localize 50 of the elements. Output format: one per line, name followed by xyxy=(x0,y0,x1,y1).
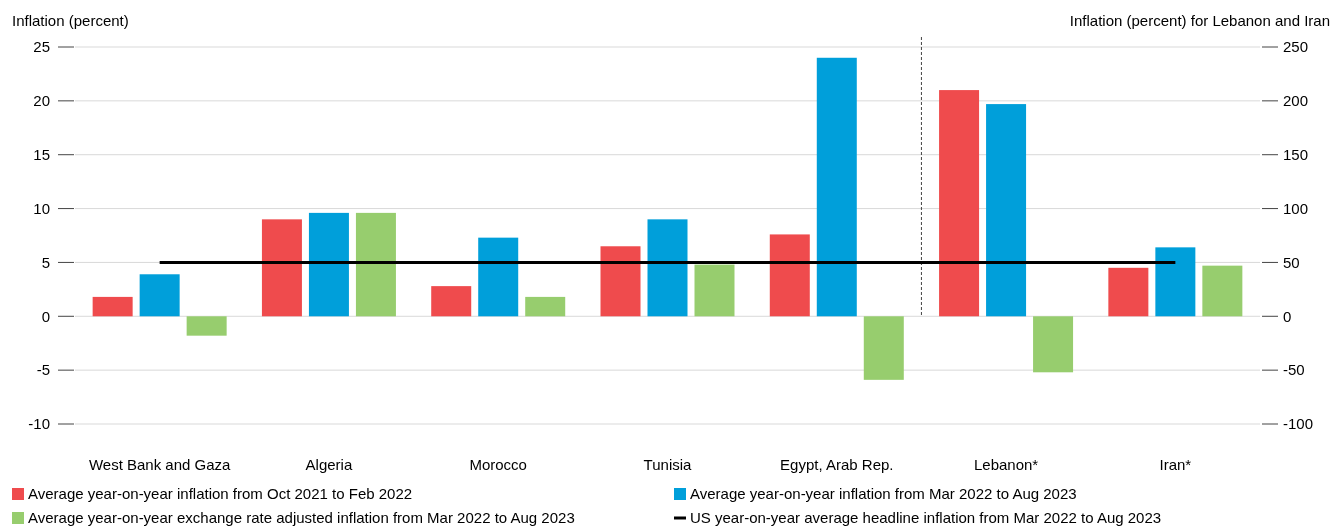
y-tick-label: -10 xyxy=(28,415,50,433)
y2-tick-label: 200 xyxy=(1283,92,1309,110)
bar xyxy=(939,90,980,317)
bar xyxy=(1155,247,1196,317)
y2-tick-label: 0 xyxy=(1283,307,1292,325)
y2-tick-label: 50 xyxy=(1283,253,1300,271)
y-tick-label: 0 xyxy=(41,307,50,325)
bar xyxy=(1202,265,1243,317)
bar xyxy=(863,316,904,380)
x-tick-label: Egypt, Arab Rep. xyxy=(780,456,894,473)
y-tick-label: 20 xyxy=(33,92,50,110)
y-axis-title: Inflation (percent) xyxy=(12,12,129,29)
x-tick-label: Iran* xyxy=(1159,456,1192,473)
bar xyxy=(478,237,519,317)
bar xyxy=(525,296,566,317)
bar xyxy=(816,57,857,317)
bar xyxy=(600,246,641,317)
bar xyxy=(92,296,133,317)
bar xyxy=(139,274,180,317)
legend-label: Average year-on-year inflation from Oct 2021 to Feb 2022 xyxy=(28,485,413,503)
y-tick-label: 10 xyxy=(33,199,50,217)
x-tick-label: Algeria xyxy=(305,456,353,473)
bar xyxy=(694,264,735,317)
bar xyxy=(1108,267,1149,317)
bar xyxy=(355,212,396,317)
x-tick-label: Tunisia xyxy=(643,456,693,473)
y-tick-label: -5 xyxy=(36,361,50,379)
bar xyxy=(986,104,1027,317)
bar xyxy=(769,234,810,317)
bar xyxy=(431,286,472,317)
y-tick-label: 5 xyxy=(41,253,50,271)
bar xyxy=(647,219,688,317)
bar xyxy=(308,212,349,317)
bar xyxy=(261,219,302,317)
y2-tick-label: 150 xyxy=(1283,145,1309,163)
bar xyxy=(1033,316,1074,373)
legend-label: US year-on-year average headline inflation from Mar 2022 to Aug 2023 xyxy=(690,509,1162,527)
bar xyxy=(186,316,227,336)
y-tick-label: 15 xyxy=(33,145,50,163)
x-tick-label: Lebanon* xyxy=(973,456,1039,473)
x-tick-label: West Bank and Gaza xyxy=(88,456,232,473)
y2-tick-label: -50 xyxy=(1283,361,1305,379)
legend-label: Average year-on-year exchange rate adjusted inflation from Mar 2022 to Aug 2023 xyxy=(28,509,575,527)
y2-tick-label: 250 xyxy=(1283,38,1309,56)
y-tick-label: 25 xyxy=(33,38,50,56)
y2-axis-title: Inflation (percent) for Lebanon and Iran xyxy=(1069,12,1330,29)
y2-tick-label: 100 xyxy=(1283,199,1309,217)
y2-tick-label: -100 xyxy=(1283,415,1314,433)
x-tick-label: Morocco xyxy=(469,456,527,473)
legend-label: Average year-on-year inflation from Mar 2022 to Aug 2023 xyxy=(690,485,1077,503)
